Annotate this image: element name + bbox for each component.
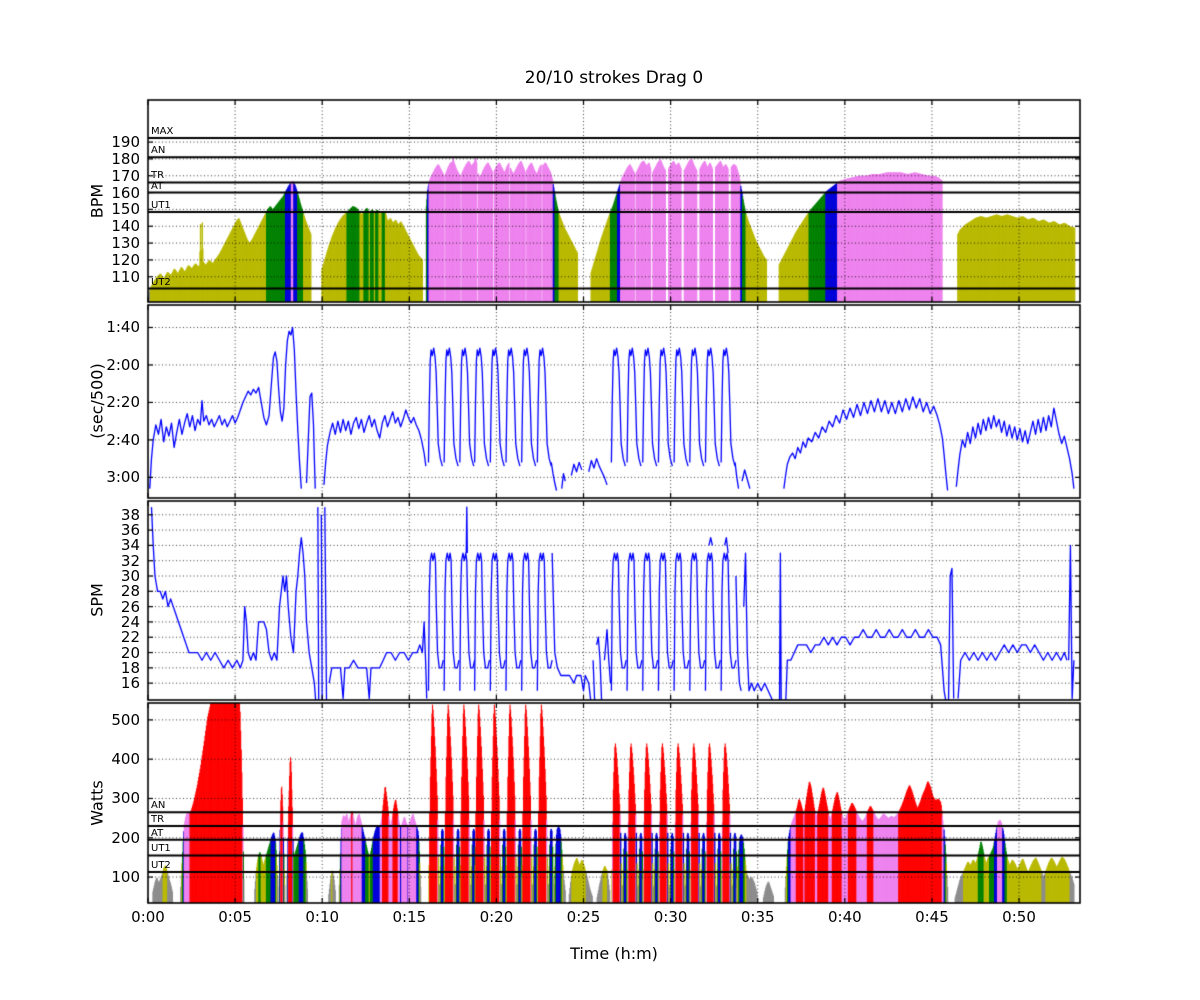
stroke-rate-ytick-label: 32 — [120, 551, 140, 570]
time-tick-label: 0:25 — [566, 908, 601, 926]
power-ytick-label: 100 — [111, 868, 140, 887]
stroke-rate-ytick-label: 16 — [120, 674, 140, 693]
heart-rate-zone-label-an: AN — [151, 145, 166, 157]
power-zone-label-tr: TR — [151, 813, 165, 825]
pace-ytick-label: 2:00 — [106, 355, 140, 374]
time-tick-label: 0:30 — [653, 908, 688, 926]
stroke-rate-ytick-label: 26 — [120, 597, 140, 616]
stroke-rate-ytick-label: 24 — [120, 612, 140, 631]
power-zone-label-ut1: UT1 — [151, 843, 171, 855]
time-tick-label: 0:35 — [740, 908, 775, 926]
heart-rate-zone-label-tr: TR — [151, 170, 165, 182]
time-tick-label: 0:10 — [305, 908, 340, 926]
power-zone-label-at: AT — [151, 827, 164, 839]
time-axis-label: Time (h:m) — [570, 944, 658, 963]
time-tick-label: 0:05 — [218, 908, 252, 926]
heart-rate-ytick-label: 150 — [111, 200, 140, 219]
heart-rate-ytick-label: 160 — [111, 183, 140, 202]
chart-title: 20/10 strokes Drag 0 — [524, 68, 704, 88]
heart-rate-ytick-label: 120 — [111, 250, 140, 269]
power-ytick-label: 500 — [111, 710, 140, 729]
stroke-rate-ytick-label: 30 — [120, 567, 140, 585]
heart-rate-ytick-label: 170 — [111, 166, 140, 185]
pace-ytick-label: 3:00 — [106, 468, 140, 487]
heart-rate-ytick-label: 180 — [111, 149, 140, 168]
power-ytick-label: 200 — [111, 828, 140, 847]
stroke-rate-ytick-label: 20 — [120, 643, 140, 662]
time-tick-label: 0:50 — [1002, 908, 1036, 926]
stroke-rate-ytick-label: 28 — [120, 582, 140, 601]
heart-rate-zone-label-ut2: UT2 — [151, 276, 171, 288]
pace-ytick-label: 1:40 — [106, 318, 140, 337]
pace-ytick-label: 2:40 — [106, 430, 140, 449]
power-zone-label-an: AN — [151, 800, 166, 812]
heart-rate-ytick-label: 140 — [111, 217, 140, 236]
time-tick-label: 0:45 — [915, 908, 949, 926]
time-tick-label: 0:20 — [479, 908, 514, 926]
time-tick-label: 0:40 — [827, 908, 862, 926]
pace-ytick-label: 2:20 — [106, 393, 140, 412]
time-tick-label: 0:15 — [392, 908, 427, 926]
heart-rate-ytick-label: 130 — [111, 234, 140, 253]
stroke-rate-ytick-label: 38 — [120, 505, 140, 524]
heart-rate-zone-label-ut1: UT1 — [151, 199, 171, 211]
power-ytick-label: 300 — [111, 789, 140, 808]
heart-rate-zone-label-max: MAX — [151, 125, 174, 137]
stroke-rate-ytick-label: 36 — [120, 521, 140, 540]
time-tick-label: 0:00 — [131, 908, 165, 926]
heart-rate-ytick-label: 110 — [111, 267, 140, 286]
heart-rate-zone-label-at: AT — [151, 180, 164, 192]
heart-rate-ytick-label: 190 — [111, 133, 140, 152]
stroke-rate-ytick-label: 34 — [120, 536, 140, 555]
stroke-rate-ytick-label: 22 — [120, 628, 140, 647]
stroke-rate-ytick-label: 18 — [120, 658, 140, 677]
power-zone-label-ut2: UT2 — [151, 859, 171, 871]
power-ytick-label: 400 — [111, 750, 140, 769]
